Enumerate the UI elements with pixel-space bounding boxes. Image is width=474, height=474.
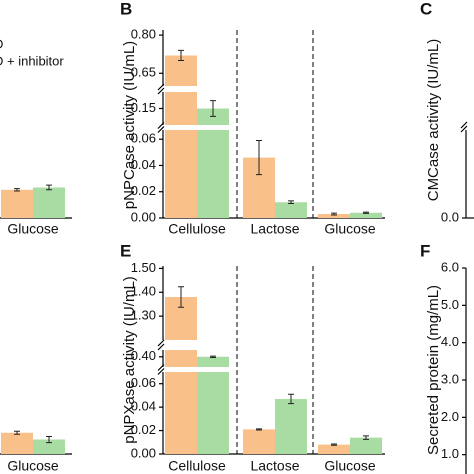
bar [1, 432, 33, 454]
y-tick-label: 0.00 [131, 209, 156, 224]
error-bar [363, 211, 369, 214]
y-tick-label: 4.0 [441, 334, 459, 349]
legend-label: D + inhibitor [0, 53, 64, 68]
y-axis-label: pNPCase activity (IU/mL) [121, 41, 138, 209]
y-tick-label: 0.00 [131, 445, 156, 460]
bar [165, 55, 197, 218]
y-tick-label: 0.15 [131, 100, 156, 115]
error-bar [210, 355, 216, 358]
error-bar [46, 184, 52, 191]
axis-break [157, 364, 165, 375]
y-tick-label: 1.30 [131, 308, 156, 323]
panel: Glucose D D + inhibitor [0, 36, 72, 237]
axis-break [157, 339, 165, 351]
bar [275, 398, 307, 454]
axis-break [157, 122, 165, 133]
x-tick-label: Glucose [7, 458, 59, 474]
y-tick-label: 1.50 [131, 260, 156, 275]
y-axis-label: CMCase activity (IU/mL) [425, 39, 442, 202]
bar [197, 356, 229, 454]
y-axis-label: Secreted protein (mg/mL) [425, 285, 442, 455]
y-tick-label: 0.06 [131, 131, 156, 146]
bar [318, 444, 350, 454]
panel: Glucose [0, 430, 72, 474]
bar [33, 439, 65, 454]
error-bar [331, 443, 337, 446]
bar [33, 187, 65, 218]
x-tick-label: Lactose [250, 221, 299, 237]
error-bar [288, 200, 294, 205]
error-bar [178, 49, 184, 62]
x-tick-label: Lactose [250, 458, 299, 474]
axis-break [157, 83, 165, 95]
error-bar [46, 436, 52, 444]
y-tick-label: 5.0 [441, 297, 459, 312]
bar [275, 202, 307, 218]
bar [243, 157, 275, 218]
bar [243, 429, 275, 454]
bar [350, 212, 382, 218]
y-tick-label: 6.0 [441, 259, 459, 274]
panel-label: F [420, 241, 430, 260]
error-bar [256, 428, 262, 431]
error-bar [288, 393, 294, 405]
bar [1, 189, 33, 218]
y-tick-label: 0.40 [131, 348, 156, 363]
error-bar [256, 140, 262, 176]
y-axis-label: pNPXase activity (IU/mL) [121, 276, 138, 444]
x-tick-label: Glucose [7, 221, 59, 237]
y-tick-label: 0.04 [131, 399, 156, 414]
error-bar [363, 435, 369, 440]
y-tick-label: 0.02 [131, 422, 156, 437]
panel: 1.0 2.0 3.0 4.0 5.0 6.0 F Secreted protein (mg/… [420, 241, 467, 474]
y-tick-label: 0.0 [441, 209, 459, 224]
y-tick-label: 0.80 [131, 27, 156, 42]
y-tick-label: 0.02 [131, 183, 156, 198]
panel: 0.00 0.02 0.04 0.06 0.40 1.30 1.40 1.50EpNPXase… [120, 241, 385, 474]
y-tick-label: 2.0 [441, 409, 459, 424]
x-tick-label: Glucose [324, 221, 376, 237]
panel: 0.0 C CMCase activity (IU/mL) [420, 0, 474, 224]
y-tick-label: 0.04 [131, 157, 156, 172]
y-tick-label: 1.40 [131, 284, 156, 299]
error-bar [331, 212, 337, 216]
axis-break [460, 121, 468, 133]
error-bar [14, 188, 20, 192]
error-bar [14, 430, 20, 435]
legend-label: D [0, 36, 3, 51]
error-bar [178, 286, 184, 308]
error-bar [210, 100, 216, 117]
panel-label: E [120, 241, 131, 260]
y-tick-label: 1.0 [441, 446, 459, 461]
bar [165, 297, 197, 454]
x-tick-label: Glucose [324, 458, 376, 474]
y-tick-label: 3.0 [441, 371, 459, 386]
x-tick-label: Cellulose [168, 458, 226, 474]
x-tick-label: Cellulose [168, 221, 226, 237]
bar [197, 108, 229, 218]
bar [350, 437, 382, 454]
y-tick-label: 0.65 [131, 65, 156, 80]
panel-label: C [420, 0, 432, 18]
bar [318, 214, 350, 218]
y-tick-label: 0.06 [131, 375, 156, 390]
panel-label: B [120, 0, 132, 18]
